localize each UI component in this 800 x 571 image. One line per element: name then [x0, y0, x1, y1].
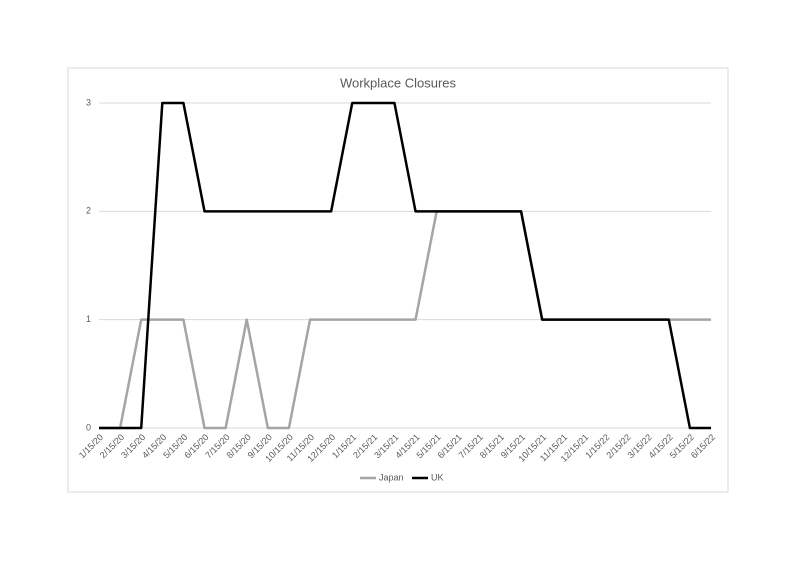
chart-title: Workplace Closures [340, 75, 457, 90]
line-series [99, 101, 711, 430]
legend-label: Japan [379, 472, 404, 482]
y-tick-label: 1 [86, 314, 91, 324]
y-tick-label: 0 [86, 422, 91, 432]
y-tick-label: 3 [86, 97, 91, 107]
y-tick-label: 2 [86, 206, 91, 216]
chart-frame [67, 67, 729, 493]
legend-label: UK [431, 472, 444, 482]
